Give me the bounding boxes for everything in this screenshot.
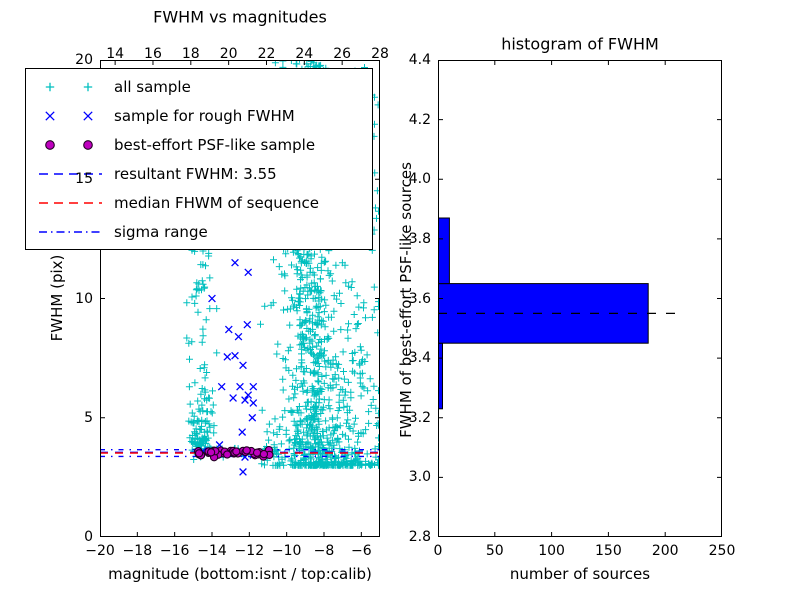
legend-label: sigma range [114, 222, 208, 241]
tick-label: 28 [371, 46, 389, 62]
left-chart-ylabel: FWHM (pix) [48, 254, 66, 342]
tick-label: 15 [75, 171, 93, 188]
tick-label: 4.0 [408, 171, 431, 188]
psf-sample-marker [194, 449, 204, 458]
tick-label: 16 [144, 46, 162, 62]
legend-label: all sample [114, 77, 191, 96]
axes-frame-and-ticks [438, 60, 722, 537]
right-chart-xlabel: number of sources [509, 565, 651, 583]
tick-label: 2.8 [408, 529, 431, 545]
axes-frame-and-ticks [100, 60, 380, 537]
tick-label: −20 [85, 543, 115, 559]
legend-label: best-effort PSF-like sample [114, 135, 316, 154]
psf-sample-marker [259, 449, 269, 459]
circle-legend-icon [45, 139, 93, 150]
tick-label: 3.4 [408, 350, 431, 367]
legend-label: resultant FWHM: 3.55 [114, 164, 277, 183]
tick-label: 250 [708, 543, 736, 559]
left-chart-title: FWHM vs magnitudes [153, 7, 327, 27]
dashdot-legend-icon [39, 230, 102, 233]
rough-fwhm-markers [199, 258, 258, 476]
psf-sample-marker [232, 447, 241, 456]
left-chart-xlabel: magnitude (bottom:isnt / top:calib) [108, 565, 372, 583]
tick-label: −6 [351, 543, 372, 559]
tick-label: −18 [122, 543, 153, 559]
tick-label: 3.8 [408, 230, 431, 247]
tick-label: 50 [485, 543, 504, 559]
tick-label: 20 [75, 52, 93, 68]
tick-label: −10 [271, 543, 302, 559]
tick-label: −16 [159, 543, 190, 559]
tick-label: −12 [234, 543, 265, 559]
psf-sample-marker [242, 446, 251, 455]
tick-label: 20 [219, 46, 238, 62]
legend-label: median FHWM of sequence [114, 193, 319, 212]
tick-label: 22 [257, 46, 276, 62]
legend-row: median FHWM of sequence [26, 188, 372, 217]
plot-frame [100, 60, 380, 537]
tick-label: −14 [197, 543, 227, 559]
legend-row: best-effort PSF-like sample [26, 130, 372, 159]
tick-label: 0 [84, 529, 93, 545]
tick-label: 5 [84, 409, 93, 426]
tick-label: 4.4 [408, 52, 431, 68]
tick-label: 3.2 [408, 409, 431, 426]
tick-label: 26 [333, 46, 352, 62]
histogram-bar [438, 217, 450, 285]
circle-marker-glyph [45, 139, 55, 150]
legend-row: sample for rough FWHM [26, 101, 372, 130]
tick-label: 14 [106, 46, 125, 62]
tick-label: 3.6 [408, 290, 431, 307]
right-chart-title: histogram of FWHM [501, 34, 659, 54]
psf-sample-marker [223, 450, 232, 459]
tick-label: 18 [181, 46, 200, 62]
psf-sample-marker [206, 448, 216, 457]
tick-label: 100 [538, 543, 565, 559]
legend-row: all sample [26, 72, 372, 101]
dashed-legend-icon [39, 172, 102, 175]
tick-label: −8 [313, 543, 335, 559]
tick-label: 24 [295, 46, 314, 62]
tick-label: 0 [433, 543, 443, 559]
plot-frame [438, 60, 722, 537]
histogram-plot-area [438, 60, 722, 537]
tick-label: 3.0 [408, 469, 431, 486]
cross-marker-glyph [45, 110, 55, 121]
plus-legend-icon [45, 82, 93, 91]
tick-label: 150 [595, 543, 622, 559]
plus-marker-glyph [83, 82, 93, 91]
legend-label: sample for rough FWHM [114, 106, 295, 125]
tick-label: 4.2 [408, 111, 431, 128]
tick-label: 10 [75, 290, 93, 307]
legend-box: all sample sample for rough FWHM best-effo… [25, 68, 373, 250]
plus-marker-glyph [45, 82, 55, 91]
dashed-legend-icon [39, 201, 102, 204]
cross-marker-glyph [83, 110, 93, 121]
legend-row: resultant FWHM: 3.55 [26, 159, 372, 188]
tick-label: 200 [651, 543, 679, 559]
scatter-plot-area [100, 60, 380, 537]
cross-legend-icon [45, 110, 93, 121]
psf-sample-marker [252, 448, 262, 457]
legend-row: sigma range [26, 217, 372, 246]
circle-marker-glyph [83, 139, 93, 150]
